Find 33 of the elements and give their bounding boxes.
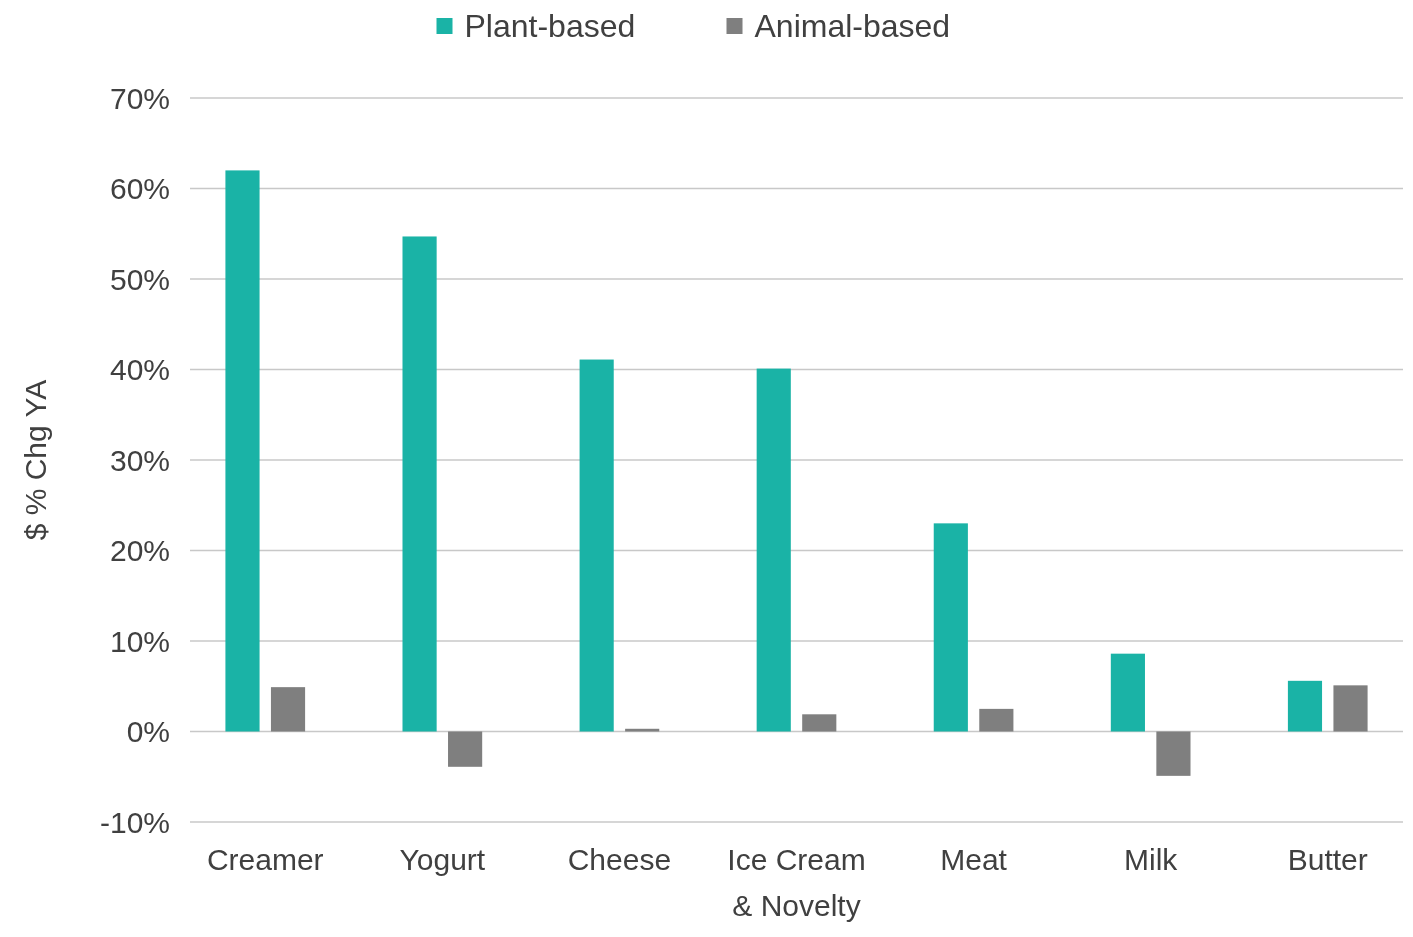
bar — [579, 359, 614, 732]
x-tick-label: Yogurt — [399, 843, 486, 876]
y-tick-label: 70% — [109, 81, 170, 115]
bar — [802, 714, 837, 732]
y-tick-label: 20% — [109, 534, 170, 567]
bar — [625, 728, 660, 732]
bar — [1156, 731, 1191, 776]
x-tick-label: Meat — [940, 843, 1008, 876]
x-tick-label: Creamer — [206, 843, 324, 876]
x-tick-label: Ice Cream & Novelty — [727, 843, 866, 922]
bar — [225, 170, 260, 732]
y-tick-label: -10% — [99, 805, 170, 839]
y-tick-label: 60% — [109, 172, 170, 205]
legend-label: Animal-based — [754, 8, 951, 45]
bar — [756, 368, 791, 732]
y-axis-title: $ % Chg YA — [19, 379, 52, 541]
bar — [270, 687, 306, 732]
bar — [979, 708, 1014, 732]
legend-label: Plant-based — [464, 8, 636, 45]
y-tick-label: 40% — [109, 353, 170, 386]
y-tick-label: 10% — [109, 624, 170, 658]
y-tick-label: 0% — [126, 715, 170, 748]
x-tick-label: Cheese — [567, 843, 672, 876]
bar — [448, 731, 483, 767]
x-tick-label: Butter — [1287, 843, 1368, 876]
y-tick-label: 50% — [109, 262, 170, 296]
bar — [1333, 685, 1368, 732]
bar — [402, 236, 437, 732]
bar — [933, 523, 968, 732]
x-tick-label: Milk — [1124, 843, 1179, 876]
y-tick-label: 30% — [109, 443, 170, 477]
bar — [1110, 653, 1145, 732]
bar — [1287, 680, 1323, 732]
